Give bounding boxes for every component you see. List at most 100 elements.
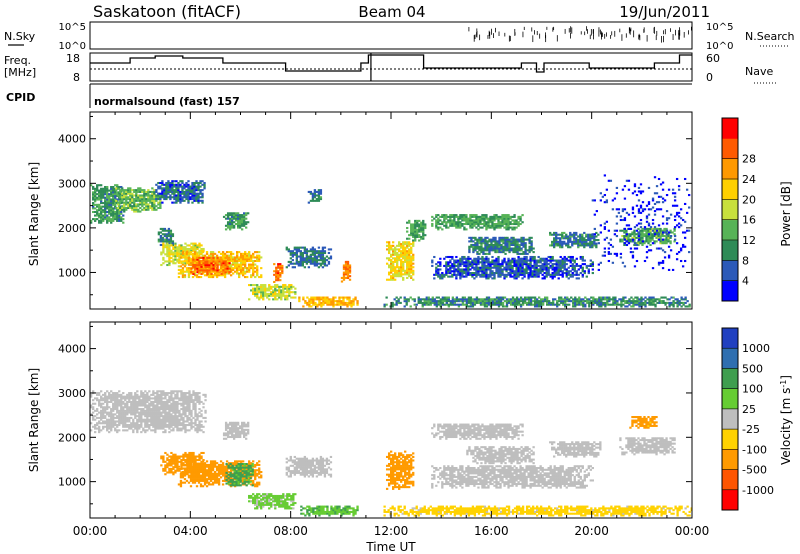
power-cell	[289, 257, 292, 260]
power-cell	[410, 269, 413, 272]
power-cell	[680, 296, 683, 299]
power-cell	[410, 250, 413, 253]
power-cell	[583, 263, 586, 266]
power-cell	[214, 269, 217, 272]
power-cell	[580, 298, 583, 301]
power-cell	[596, 303, 599, 306]
power-cell	[323, 260, 327, 263]
power-cell	[500, 240, 503, 243]
power-cell	[348, 269, 352, 272]
power-cell	[159, 201, 162, 204]
power-cell	[651, 199, 655, 202]
power-cell	[114, 203, 117, 206]
power-cell	[637, 240, 640, 243]
power-cell	[503, 296, 507, 299]
power-cell	[521, 303, 525, 306]
power-cell	[244, 256, 247, 259]
power-cell	[496, 243, 499, 247]
power-cell	[189, 198, 192, 201]
power-cell	[228, 222, 232, 226]
power-cell	[573, 264, 576, 267]
power-cell	[631, 240, 635, 243]
power-cell	[495, 298, 499, 301]
power-cell	[406, 276, 409, 279]
power-cell	[406, 273, 409, 276]
power-cell	[256, 258, 259, 261]
power-cell	[197, 185, 200, 188]
power-cell	[231, 256, 235, 259]
power-cell	[592, 296, 595, 299]
power-cell	[410, 223, 413, 226]
power-cell	[311, 257, 315, 260]
power-cell	[416, 219, 419, 222]
power-cell	[394, 257, 397, 260]
power-cell	[406, 259, 409, 262]
power-cell	[252, 289, 255, 292]
power-cell	[437, 301, 440, 304]
power-cell	[196, 258, 199, 261]
power-cell	[394, 251, 397, 255]
power-cell	[264, 294, 267, 297]
power-cell	[579, 235, 582, 238]
power-cell	[129, 189, 132, 192]
power-cell	[514, 245, 517, 248]
power-cell	[560, 300, 563, 303]
power-cell	[485, 266, 488, 269]
power-cell	[321, 253, 325, 256]
power-cell	[577, 277, 580, 280]
power-cell	[641, 201, 645, 204]
power-cell	[182, 246, 185, 249]
power-cell	[571, 266, 574, 269]
power-cell	[509, 301, 513, 304]
power-cell	[453, 215, 456, 218]
power-cell	[182, 255, 185, 258]
power-cell	[293, 262, 296, 265]
power-cell	[542, 301, 545, 304]
power-cell	[215, 274, 219, 277]
power-cell	[485, 215, 488, 218]
power-cell	[463, 222, 466, 226]
power-cell	[177, 261, 181, 264]
power-cell	[313, 194, 317, 197]
power-cell	[493, 259, 496, 262]
power-cell	[242, 259, 245, 263]
power-cell	[264, 289, 267, 292]
power-cell	[465, 219, 468, 222]
power-cell	[235, 258, 239, 261]
power-cell	[673, 227, 676, 230]
power-cell	[398, 248, 401, 251]
power-cell	[475, 221, 478, 224]
power-cell	[563, 257, 566, 260]
power-cell	[533, 272, 536, 275]
power-cell	[569, 233, 572, 236]
power-cell	[410, 248, 413, 251]
power-cell	[557, 237, 560, 240]
power-cell	[483, 305, 487, 308]
power-cell	[516, 242, 519, 245]
power-cell	[313, 260, 317, 263]
power-cell	[525, 257, 528, 260]
power-cell	[449, 214, 452, 217]
power-cell	[542, 300, 545, 303]
power-cell	[503, 277, 506, 280]
power-cell	[169, 238, 173, 241]
power-cell	[321, 260, 325, 263]
power-cell	[543, 263, 546, 266]
power-cell	[141, 194, 144, 197]
nsearch-label: N.Search	[745, 30, 795, 43]
power-cell	[303, 248, 307, 251]
power-cell	[133, 190, 136, 193]
power-cell	[596, 298, 599, 301]
power-cell	[593, 199, 596, 202]
power-cell	[226, 212, 230, 215]
power-cell	[527, 298, 531, 301]
power-cell	[524, 247, 527, 250]
power-cell	[232, 226, 236, 229]
power-cell	[414, 226, 417, 230]
power-cell	[313, 251, 317, 255]
power-cell	[561, 266, 564, 269]
power-cell	[104, 196, 107, 199]
power-cell	[603, 254, 607, 257]
power-cell	[237, 268, 241, 271]
power-cell	[165, 187, 168, 190]
